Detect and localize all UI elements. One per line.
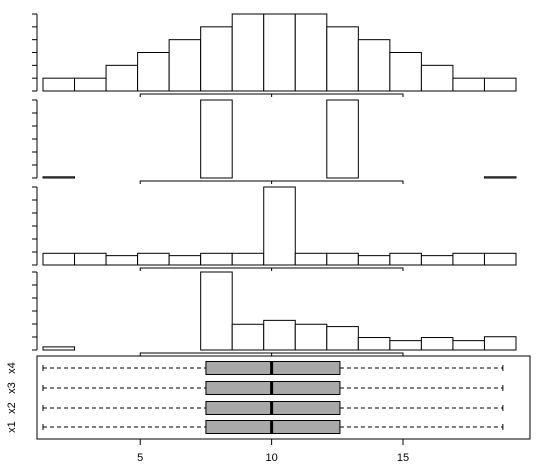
boxplot-label: x4 xyxy=(6,362,18,374)
histogram-bar xyxy=(263,13,296,92)
histogram-bar xyxy=(231,13,265,92)
histogram-bar xyxy=(231,252,265,266)
histogram-bar xyxy=(294,323,328,351)
histogram-bar xyxy=(137,252,170,266)
histogram-bar xyxy=(231,323,265,351)
histogram-bar xyxy=(357,337,391,351)
histogram-bar xyxy=(42,346,76,351)
histogram-bar xyxy=(263,319,296,351)
histogram-bar xyxy=(137,52,170,92)
histogram-x4-panel xyxy=(32,271,517,356)
histogram-bar xyxy=(294,252,328,266)
histogram-bar xyxy=(42,252,76,266)
histogram-bar xyxy=(420,64,454,92)
histogram-x3-panel xyxy=(32,186,517,271)
histogram-bar xyxy=(326,26,359,92)
histogram-bar xyxy=(105,64,139,92)
x-axis-tick-label: 5 xyxy=(137,452,143,464)
x-axis-tick-label: 15 xyxy=(397,452,409,464)
histogram-bar xyxy=(389,252,422,266)
histogram-bar xyxy=(200,252,233,266)
histogram-bar xyxy=(200,26,233,92)
histogram-bar xyxy=(74,77,107,92)
histogram-bar xyxy=(326,99,359,179)
histogram-bar xyxy=(483,176,517,179)
boxplot-label: x2 xyxy=(6,402,18,414)
boxplot-label: x1 xyxy=(6,421,18,433)
histogram-bar xyxy=(389,340,422,351)
histogram-x2-panel xyxy=(32,99,517,184)
histogram-bar xyxy=(42,77,76,92)
histogram-bar xyxy=(200,99,233,179)
histogram-x1-panel xyxy=(32,13,517,97)
histogram-bar xyxy=(263,186,296,266)
x-axis: 5 10 15 xyxy=(137,438,409,464)
histogram-bar xyxy=(483,77,517,92)
histogram-bar xyxy=(452,340,485,351)
histogram-bar xyxy=(357,39,391,92)
histogram-bar xyxy=(389,52,422,92)
histogram-bar xyxy=(42,176,76,179)
histogram-bar xyxy=(200,271,233,351)
histogram-bar xyxy=(326,252,359,266)
histogram-bar xyxy=(483,252,517,266)
histogram-bar xyxy=(420,337,454,351)
histogram-bar xyxy=(168,255,202,266)
histogram-x-axis xyxy=(139,267,404,271)
histogram-bar xyxy=(483,336,517,351)
histogram-bar xyxy=(105,255,139,266)
boxplot-panel: x1 x2 x3 x4 5 10 15 xyxy=(6,355,531,464)
histogram-bar xyxy=(74,252,107,266)
histogram-bar xyxy=(452,252,485,266)
histogram-x-axis xyxy=(139,180,404,184)
histogram-bar xyxy=(452,77,485,92)
x-axis-tick-label: 10 xyxy=(265,452,277,464)
histogram-bar xyxy=(294,13,328,92)
histogram-bar xyxy=(357,255,391,266)
histogram-x-axis xyxy=(139,93,404,97)
boxplot-label: x3 xyxy=(6,382,18,394)
histogram-bar xyxy=(168,39,202,92)
histogram-bar xyxy=(420,255,454,266)
histogram-bar xyxy=(326,326,359,351)
